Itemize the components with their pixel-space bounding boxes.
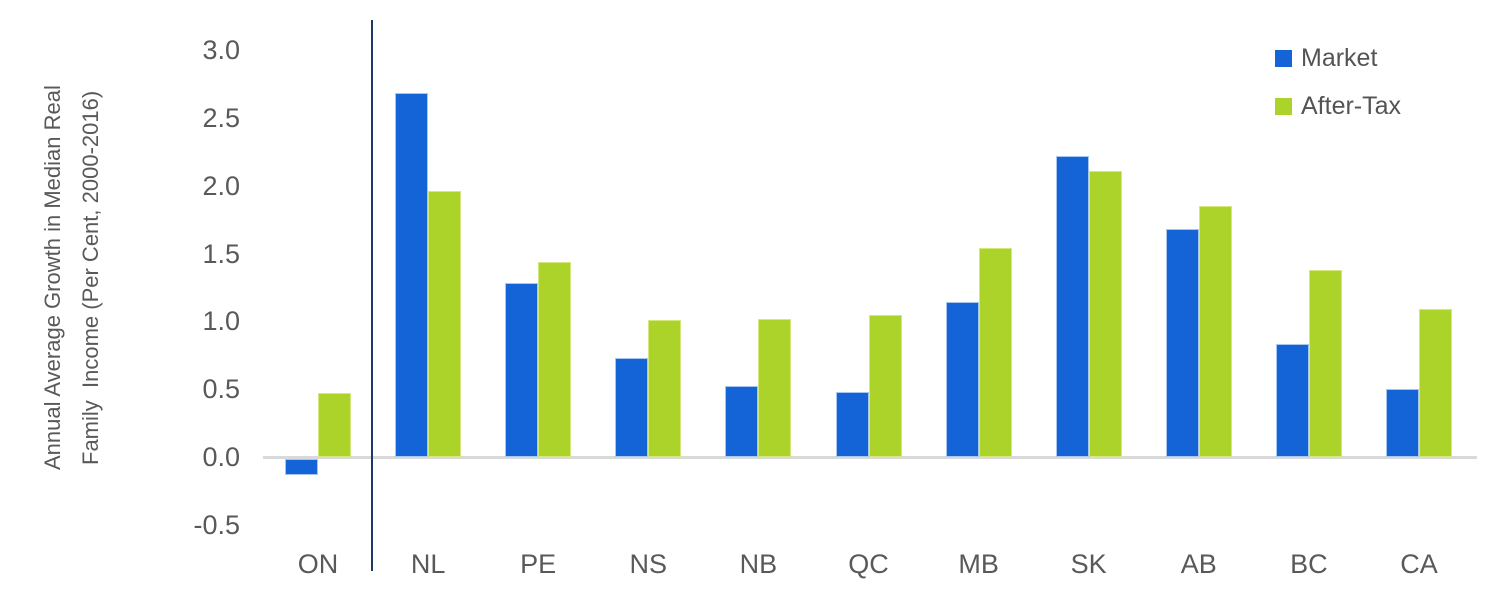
x-category-label-nl: NL [410,549,446,579]
bar-after-tax-qc [868,314,902,457]
bar-market-ab [1165,229,1199,457]
legend-label-market: Market [1301,43,1378,72]
y-tick-label-0-5: 0.5 [202,374,240,405]
bar-after-tax-ns [648,319,682,457]
x-category-label-ns: NS [629,549,668,579]
y-tick-label--0-5: -0.5 [193,509,240,540]
bar-market-ns [615,357,649,457]
legend-swatch-market [1275,49,1292,67]
x-category-label-ca: CA [1400,549,1438,579]
x-category-label-on: ON [297,549,339,579]
x-category-label-ab: AB [1180,549,1217,579]
bar-after-tax-nb [758,318,792,457]
legend-label-after-tax: After-Tax [1301,91,1402,120]
x-axis-zero-line [263,455,1477,459]
bar-market-on [285,458,318,475]
bar-market-pe [505,283,539,457]
x-category-label-nb: NB [739,549,778,579]
bar-after-tax-on [318,393,351,457]
bar-market-ca [1386,389,1419,457]
legend-item-market: Market [1275,42,1401,74]
y-tick-label-2-0: 2.0 [202,170,240,201]
bar-market-nb [725,386,759,457]
bar-market-qc [835,391,869,457]
bar-market-sk [1055,155,1089,457]
bar-after-tax-pe [538,261,572,457]
bar-market-bc [1275,344,1309,457]
ontario-divider-line [371,20,373,571]
y-tick-label-1-5: 1.5 [202,238,240,269]
x-category-label-bc: BC [1290,549,1328,579]
bar-after-tax-ca [1419,309,1452,457]
bar-after-tax-ab [1198,206,1232,457]
y-tick-label-0-0: 0.0 [202,442,240,472]
bar-market-mb [945,302,979,457]
bar-after-tax-bc [1308,269,1342,457]
x-category-label-sk: SK [1070,549,1107,579]
x-category-label-qc: QC [848,549,889,579]
bar-after-tax-nl [428,191,462,457]
x-category-label-pe: PE [520,549,557,579]
x-category-label-mb: MB [958,549,999,579]
bar-after-tax-sk [1088,170,1122,457]
bar-after-tax-mb [978,248,1012,457]
y-tick-label-3-0: 3.0 [202,35,240,66]
bar-market-nl [395,93,429,457]
y-tick-label-2-5: 2.5 [202,102,240,133]
y-tick-label-1-0: 1.0 [202,306,240,337]
legend-swatch-after-tax [1275,97,1292,115]
legend: Market After-Tax [1275,42,1401,138]
legend-item-after-tax: After-Tax [1275,90,1401,122]
